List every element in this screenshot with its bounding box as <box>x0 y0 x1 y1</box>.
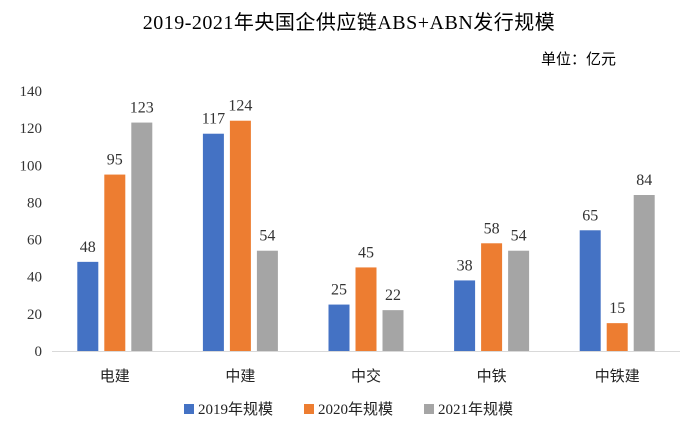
y-tick-label: 120 <box>20 121 43 137</box>
bar <box>104 174 126 351</box>
bars <box>77 120 655 351</box>
bar <box>579 230 601 351</box>
bar <box>328 304 350 351</box>
legend-label: 2021年规模 <box>438 401 513 418</box>
legend: 2019年规模 2020年规模 2021年规模 <box>184 401 513 418</box>
y-tick-label: 40 <box>27 270 42 286</box>
data-label: 54 <box>511 228 527 245</box>
data-label: 95 <box>107 152 123 169</box>
bar <box>606 323 628 351</box>
bar <box>454 280 476 351</box>
bar <box>202 133 224 351</box>
y-axis: 0 20 40 60 80 100 120 140 <box>20 84 43 360</box>
category-label: 中铁建 <box>595 368 640 385</box>
category-label: 中铁 <box>477 368 507 385</box>
chart-title: 2019-2021年央国企供应链ABS+ABN发行规模 <box>142 12 556 34</box>
bar <box>633 195 655 351</box>
data-label: 38 <box>457 257 473 274</box>
y-tick-label: 140 <box>20 84 43 100</box>
y-tick-label: 100 <box>20 158 43 174</box>
data-label: 84 <box>636 172 652 189</box>
y-tick-label: 0 <box>35 344 43 360</box>
unit-label: 单位：亿元 <box>540 52 616 68</box>
bar <box>77 261 99 351</box>
bar <box>508 250 530 351</box>
category-label: 中交 <box>351 367 381 385</box>
data-label: 65 <box>582 207 598 224</box>
y-tick-label: 80 <box>27 195 42 211</box>
data-label: 123 <box>130 100 154 117</box>
legend-label: 2019年规模 <box>198 401 273 418</box>
bar <box>256 250 278 351</box>
category-label: 电建 <box>100 368 130 385</box>
data-label: 22 <box>385 287 401 304</box>
data-label: 124 <box>228 98 252 115</box>
data-label: 15 <box>609 300 625 317</box>
bar <box>131 122 153 351</box>
bar <box>229 120 251 351</box>
data-label: 58 <box>484 220 500 237</box>
data-label: 117 <box>202 111 225 128</box>
data-label: 45 <box>358 244 374 261</box>
y-tick-label: 60 <box>27 233 42 249</box>
x-axis: 电建 中建 中交 中铁 中铁建 <box>52 351 680 385</box>
data-label: 54 <box>259 228 275 245</box>
data-label: 25 <box>331 282 347 299</box>
bar <box>355 267 377 351</box>
legend-swatch <box>424 404 434 414</box>
bar <box>382 310 404 351</box>
data-label: 48 <box>80 239 96 256</box>
y-tick-label: 20 <box>27 307 42 323</box>
legend-swatch <box>184 404 194 414</box>
bar <box>481 243 503 351</box>
category-label: 中建 <box>225 368 255 385</box>
legend-label: 2020年规模 <box>318 401 393 418</box>
legend-swatch <box>304 404 314 414</box>
